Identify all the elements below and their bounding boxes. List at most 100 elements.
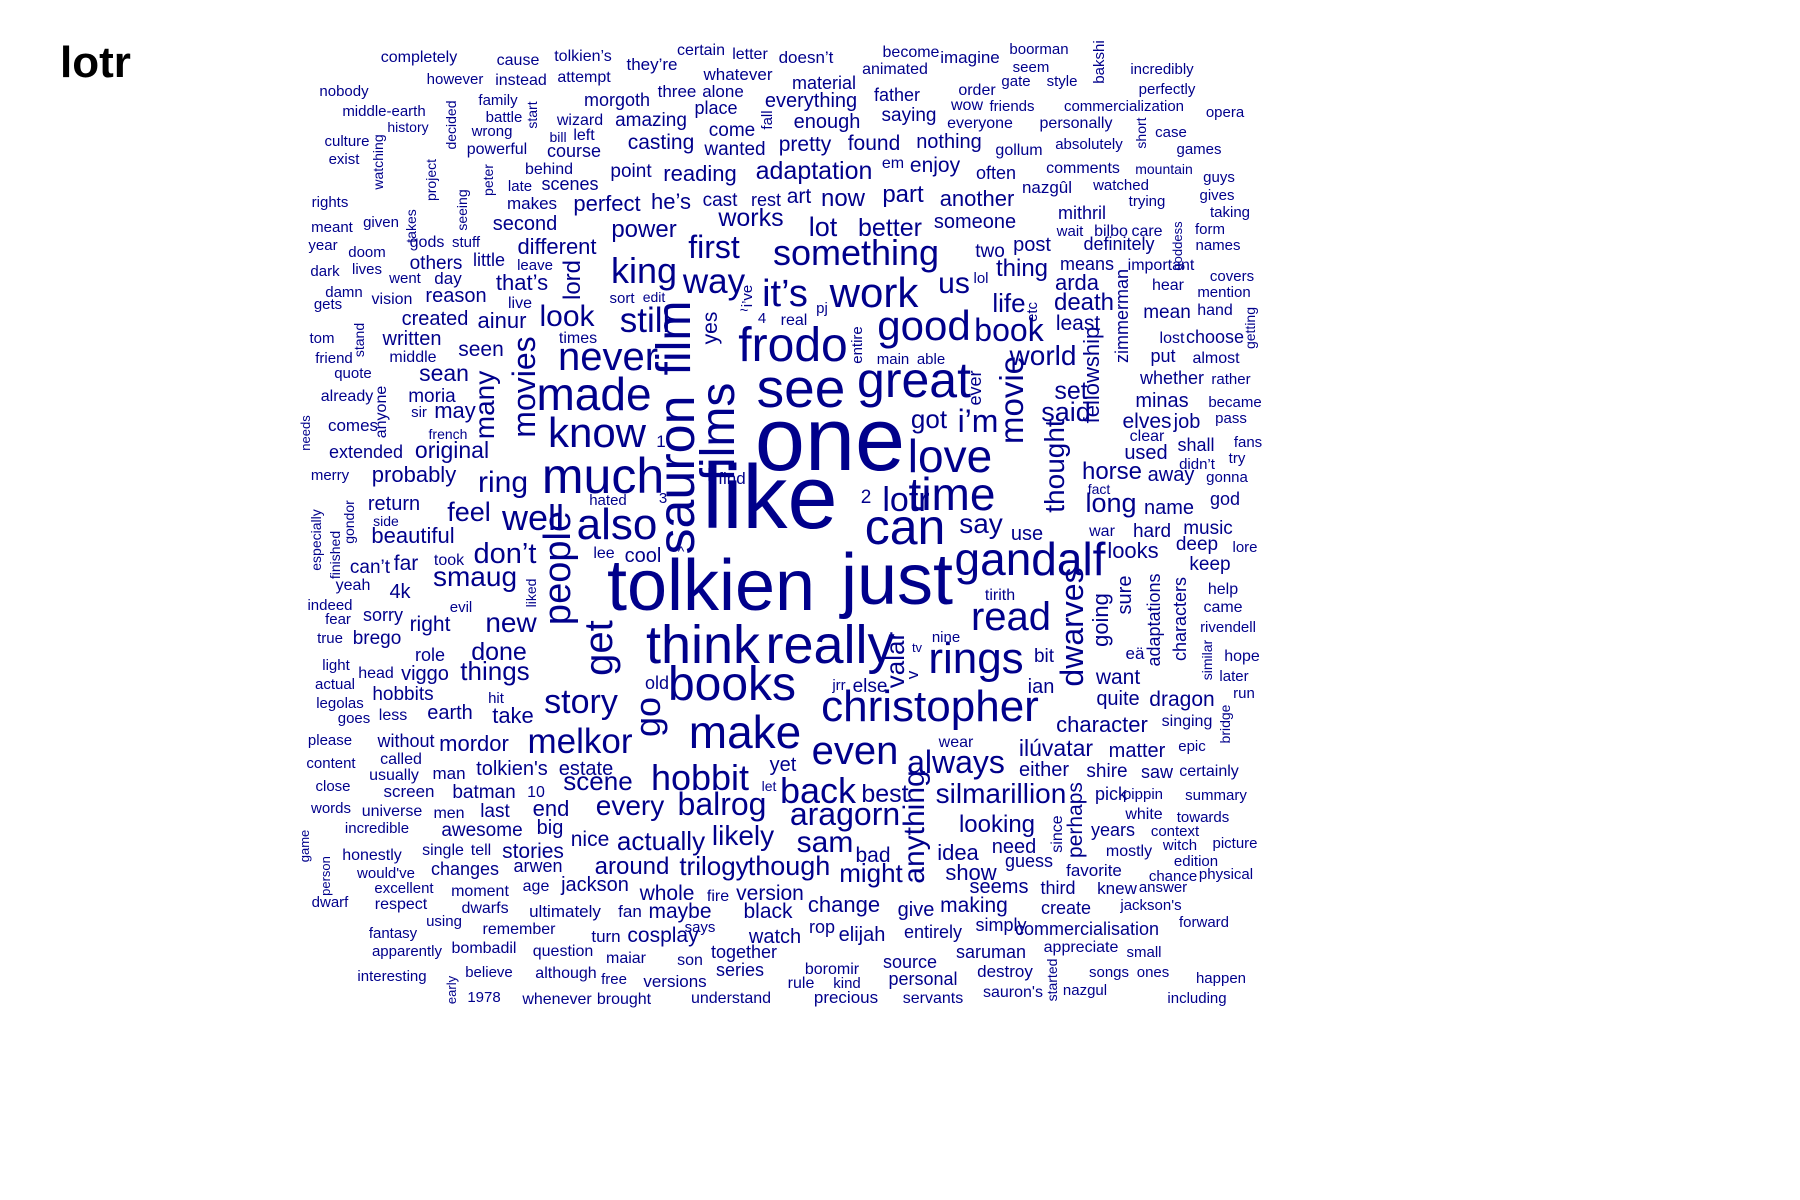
word-game: game — [297, 830, 312, 863]
word-understand: understand — [691, 990, 771, 1007]
word-wanted: wanted — [703, 139, 765, 160]
word-sort: sort — [609, 290, 635, 307]
word-sauron-s: sauron's — [983, 984, 1043, 1001]
word-ring: ring — [478, 466, 528, 499]
word-late: late — [508, 178, 532, 195]
word-i-m: i’m — [958, 403, 999, 439]
word-true: true — [317, 630, 343, 647]
word-mention: mention — [1197, 284, 1250, 301]
word-place: place — [694, 98, 737, 118]
word-may: may — [434, 398, 476, 423]
word-melkor: melkor — [527, 722, 632, 761]
word-went: went — [388, 270, 422, 287]
word-feel: feel — [447, 497, 491, 527]
word-especially: especially — [308, 509, 324, 570]
word-day: day — [434, 269, 462, 288]
word-much: much — [542, 448, 664, 504]
word-entirely: entirely — [904, 922, 962, 942]
word-way: way — [682, 262, 746, 301]
word-looks: looks — [1107, 538, 1158, 563]
word-servants: servants — [903, 990, 963, 1007]
word-course: course — [547, 141, 601, 161]
word-movies: movies — [506, 336, 542, 437]
word-pippin: pippin — [1123, 786, 1163, 803]
word-singing: singing — [1162, 713, 1213, 730]
word-peter: peter — [480, 164, 496, 196]
word-started: started — [1044, 959, 1060, 1002]
word-using: using — [426, 913, 462, 930]
word-friends: friends — [989, 98, 1034, 115]
word-definitely: definitely — [1083, 234, 1154, 254]
word-wear: wear — [938, 734, 974, 751]
word-means: means — [1060, 254, 1114, 274]
word-project: project — [423, 159, 439, 201]
word-he-s: he’s — [651, 189, 691, 214]
word-world: world — [1009, 340, 1077, 371]
word-seeing: seeing — [454, 189, 470, 230]
word-books: books — [668, 658, 796, 711]
word-say: say — [959, 508, 1003, 539]
word-called: called — [380, 751, 422, 768]
word-lot: lot — [809, 212, 838, 242]
word-dragon: dragon — [1149, 688, 1214, 711]
word-answer: answer — [1139, 879, 1187, 896]
word-goddess: goddess — [1170, 221, 1185, 271]
word-someone: someone — [934, 211, 1016, 233]
word-fan: fan — [618, 902, 642, 921]
word-anyone: anyone — [373, 386, 390, 439]
word-music: music — [1183, 518, 1233, 539]
word-please: please — [308, 732, 352, 749]
word-tell: tell — [471, 842, 491, 859]
word-bakshi: bakshi — [1091, 40, 1108, 83]
word-always: always — [907, 744, 1005, 780]
word-choose: choose — [1186, 327, 1244, 347]
word-universe: universe — [362, 803, 423, 820]
word-make: make — [689, 706, 801, 758]
word-became: became — [1208, 394, 1261, 411]
word-ainur: ainur — [478, 308, 527, 333]
word-middle: middle — [389, 349, 436, 366]
word-i-ve: i’ve — [739, 285, 756, 308]
word-smaug: smaug — [433, 561, 517, 592]
word-anything: anything — [898, 770, 931, 883]
word-pretty: pretty — [779, 133, 832, 156]
word-ian: ian — [1028, 676, 1055, 698]
word-10: 10 — [527, 784, 545, 801]
word-death: death — [1054, 289, 1114, 316]
word-role: role — [415, 645, 445, 665]
word-power: power — [611, 216, 676, 243]
word-well: well — [501, 497, 564, 538]
word-imagine: imagine — [940, 48, 1000, 67]
word-maybe: maybe — [648, 900, 711, 923]
word-takes: takes — [403, 209, 419, 242]
word-jackson-s: jackson's — [1119, 897, 1181, 914]
word-nice: nice — [571, 828, 610, 851]
word-sir: sir — [411, 404, 427, 421]
word-case: case — [1155, 124, 1187, 141]
word-years: years — [1091, 820, 1135, 840]
word-boromir: boromir — [805, 961, 860, 978]
word-black: black — [743, 900, 793, 923]
word-rights: rights — [312, 194, 349, 211]
word-nobody: nobody — [319, 83, 369, 100]
word-last: last — [480, 801, 510, 822]
word-sean: sean — [419, 360, 469, 386]
word-saying: saying — [882, 105, 937, 126]
word-excellent: excellent — [374, 880, 434, 897]
word-live: live — [508, 295, 532, 312]
word-cosplay: cosplay — [627, 924, 699, 947]
word-personal: personal — [888, 969, 957, 989]
word-fall: fall — [759, 110, 776, 129]
word-evil: evil — [450, 599, 473, 616]
word-commercialization: commercialization — [1064, 98, 1184, 115]
word-lee: lee — [593, 545, 614, 562]
word-arda: arda — [1055, 270, 1100, 295]
word-jackson: jackson — [560, 874, 629, 896]
word-moria: moria — [408, 386, 456, 407]
word-old: old — [645, 673, 669, 693]
word-original: original — [415, 437, 489, 463]
word-away: away — [1148, 464, 1195, 486]
word-look: look — [539, 300, 595, 333]
word-bill: bill — [549, 129, 566, 145]
word-sauron: sauron — [648, 396, 706, 555]
